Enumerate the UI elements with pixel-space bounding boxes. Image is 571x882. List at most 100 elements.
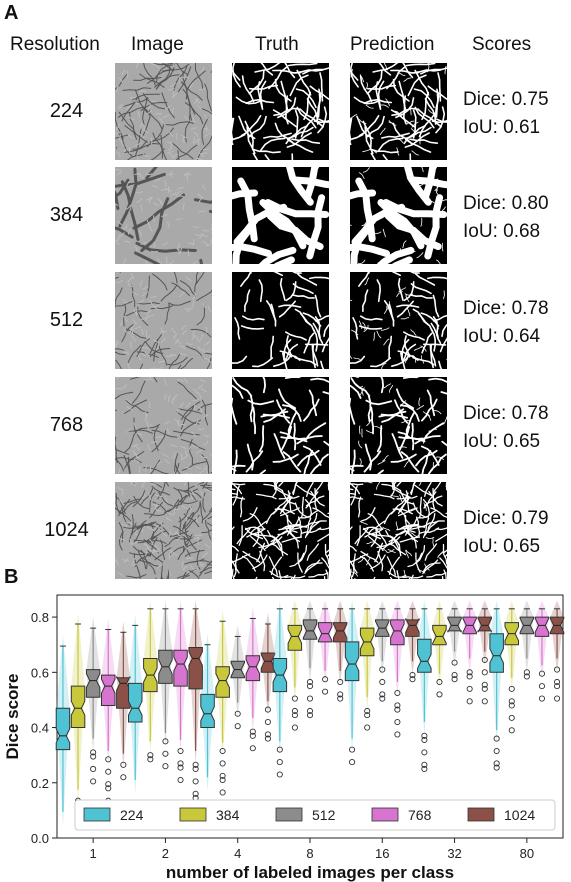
dice-score: Dice: 0.79: [463, 508, 549, 529]
outlier-point: [120, 761, 127, 768]
outlier-point: [451, 676, 458, 683]
outlier-point: [264, 706, 271, 713]
outlier-point: [493, 760, 500, 767]
x-tick-label: 1: [90, 846, 97, 861]
legend-swatch: [371, 807, 399, 822]
outlier-point: [322, 676, 329, 683]
iou-score: IoU: 0.68: [463, 221, 541, 242]
outlier-point: [105, 768, 112, 775]
outlier-point: [554, 666, 561, 673]
outlier-point: [436, 691, 443, 698]
y-tick-label: 0.0: [31, 831, 49, 846]
outlier-point: [379, 678, 386, 686]
box: [101, 674, 116, 706]
panel-a-label: A: [4, 2, 19, 24]
box: [489, 633, 504, 673]
outlier-point: [264, 735, 271, 742]
box: [85, 669, 101, 698]
outlier-point: [105, 785, 112, 792]
prediction-mask: [350, 482, 447, 579]
outlier-point: [349, 759, 356, 766]
resolution-label: 384: [49, 204, 84, 226]
iou-score: IoU: 0.65: [463, 536, 541, 557]
outlier-point: [276, 746, 283, 753]
outlier-point: [466, 669, 473, 676]
outlier-point: [394, 706, 401, 713]
box: [287, 624, 303, 651]
outlier-point: [306, 695, 314, 702]
outlier-point: [421, 765, 428, 773]
outlier-point: [249, 745, 256, 752]
header-prediction: Prediction: [350, 34, 435, 55]
outlier-point: [493, 764, 500, 771]
outlier-point: [192, 778, 199, 785]
outlier-point: [192, 765, 199, 773]
y-tick-label: 0.2: [31, 776, 49, 791]
outlier-point: [481, 669, 488, 676]
dice-score: Dice: 0.78: [463, 403, 549, 424]
prediction-mask: [350, 63, 447, 160]
outlier-point: [90, 765, 97, 773]
sample-image: [115, 377, 212, 474]
truth-mask: [232, 377, 329, 474]
outlier-point: [219, 747, 226, 755]
box: [417, 638, 432, 673]
truth-mask: [232, 167, 329, 264]
iou-score: IoU: 0.61: [463, 117, 541, 138]
outlier-point: [394, 718, 401, 726]
box: [173, 649, 188, 687]
y-tick-label: 0.4: [31, 721, 49, 736]
outlier-point: [306, 707, 314, 715]
outlier-point: [264, 731, 271, 738]
truth-mask: [232, 482, 329, 579]
box: [55, 707, 71, 751]
outlier-point: [394, 702, 401, 709]
outlier-point: [177, 747, 184, 755]
outlier-point: [538, 695, 546, 702]
truth-mask: [232, 272, 329, 369]
score-block: Dice: 0.78 IoU: 0.65: [463, 400, 549, 456]
legend-swatch: [275, 807, 303, 822]
outlier-point: [508, 685, 515, 692]
sample-image: [115, 482, 212, 579]
x-tick-label: 32: [447, 846, 461, 861]
outlier-point: [523, 673, 530, 680]
box: [344, 641, 360, 682]
outlier-point: [379, 666, 386, 673]
outlier-point: [554, 683, 561, 690]
outlier-point: [379, 691, 386, 698]
box: [116, 676, 131, 709]
outlier-point: [219, 772, 226, 779]
outlier-point: [192, 761, 199, 768]
outlier-point: [349, 746, 356, 753]
legend-label: 1024: [504, 807, 535, 823]
outlier-point: [306, 683, 314, 690]
outlier-point: [409, 676, 416, 683]
outlier-point: [508, 727, 515, 734]
outlier-point: [291, 712, 298, 719]
y-tick-label: 0.8: [31, 610, 49, 625]
outlier-point: [147, 756, 154, 763]
outlier-point: [120, 774, 127, 781]
outlier-point: [481, 656, 488, 663]
outlier-point: [538, 670, 546, 677]
sample-image: [115, 167, 212, 264]
outlier-point: [177, 760, 184, 767]
score-block: Dice: 0.78 IoU: 0.64: [463, 295, 549, 351]
resolution-label: 768: [49, 414, 84, 436]
outlier-point: [421, 761, 428, 768]
outlier-point: [322, 688, 329, 695]
truth-mask: [232, 63, 329, 160]
outlier-point: [291, 707, 298, 715]
outlier-point: [493, 747, 500, 755]
outlier-point: [219, 776, 226, 784]
box: [390, 619, 405, 646]
outlier-point: [364, 724, 371, 731]
outlier-point: [306, 712, 314, 719]
dice-score: Dice: 0.80: [463, 193, 549, 214]
outlier-point: [162, 738, 169, 745]
outlier-point: [162, 763, 169, 770]
resolution-label: 1024: [44, 519, 89, 541]
outlier-point: [466, 685, 473, 692]
outlier-point: [234, 710, 241, 717]
